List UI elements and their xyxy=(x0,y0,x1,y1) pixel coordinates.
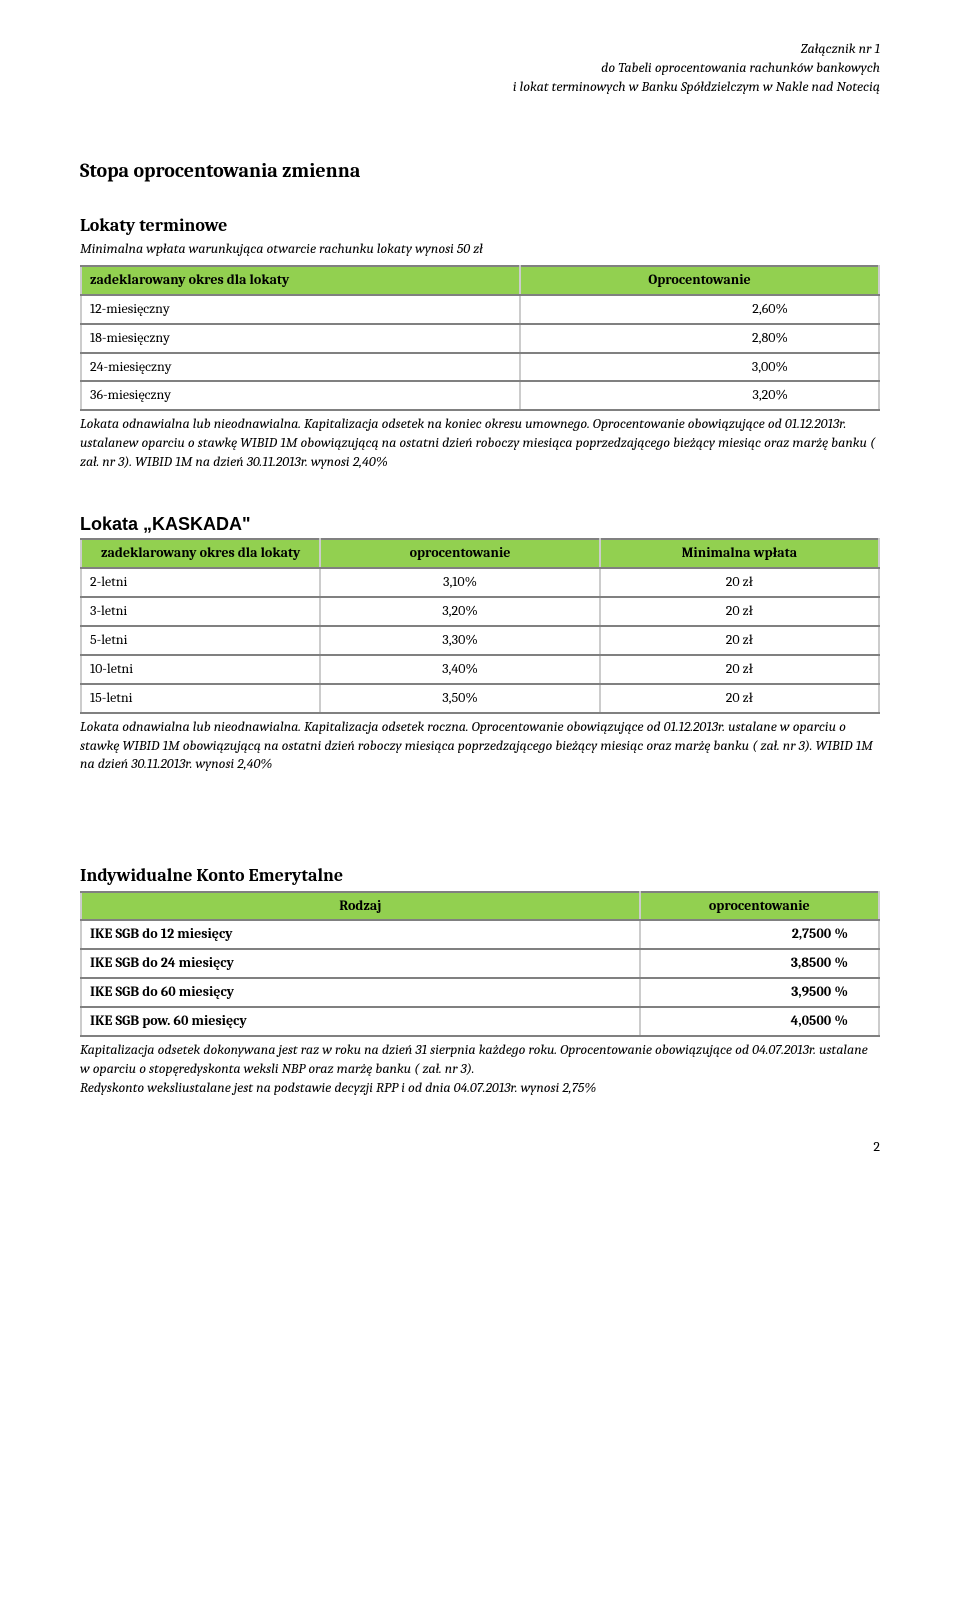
cell-wplata: 20 zł xyxy=(600,597,879,626)
section1-title: Stopa oprocentowania zmienna xyxy=(80,157,880,184)
header-line-2: do Tabeli oprocentowania rachunków banko… xyxy=(80,59,880,78)
kaskada-table: zadeklarowany okres dla lokaty oprocento… xyxy=(80,538,880,713)
cell-oproc: 2,60% xyxy=(520,295,879,324)
cell-oproc: 3,30% xyxy=(320,626,599,655)
cell-wplata: 20 zł xyxy=(600,626,879,655)
section3-title: Indywidualne Konto Emerytalne xyxy=(80,864,880,888)
cell-okres: 10-letni xyxy=(81,655,320,684)
section1-note: Lokata odnawialna lub nieodnawialna. Kap… xyxy=(80,415,880,472)
table-row: 36-miesięczny 3,20% xyxy=(81,381,879,410)
table-row: IKE SGB do 12 miesięcy 2,7500 % xyxy=(81,920,879,949)
table-header-row: zadeklarowany okres dla lokaty oprocento… xyxy=(81,539,879,568)
table-row: 2-letni 3,10% 20 zł xyxy=(81,568,879,597)
col-header-rodzaj: Rodzaj xyxy=(81,892,640,921)
cell-okres: 24-miesięczny xyxy=(81,353,520,382)
section2-note: Lokata odnawialna lub nieodnawialna. Kap… xyxy=(80,718,880,775)
table-row: IKE SGB do 60 miesięcy 3,9500 % xyxy=(81,978,879,1007)
col-header-okres: zadeklarowany okres dla lokaty xyxy=(81,539,320,568)
cell-oproc: 3,10% xyxy=(320,568,599,597)
table-row: 3-letni 3,20% 20 zł xyxy=(81,597,879,626)
cell-okres: 15-letni xyxy=(81,684,320,713)
table-row: 18-miesięczny 2,80% xyxy=(81,324,879,353)
col-header-oproc: oprocentowanie xyxy=(640,892,879,921)
cell-rodzaj: IKE SGB pow. 60 miesięcy xyxy=(81,1007,640,1036)
cell-okres: 12-miesięczny xyxy=(81,295,520,324)
cell-rodzaj: IKE SGB do 12 miesięcy xyxy=(81,920,640,949)
cell-oproc: 3,40% xyxy=(320,655,599,684)
cell-oproc: 3,20% xyxy=(320,597,599,626)
page-number: 2 xyxy=(80,1138,880,1157)
table-row: 12-miesięczny 2,60% xyxy=(81,295,879,324)
table-row: IKE SGB do 24 miesięcy 3,8500 % xyxy=(81,949,879,978)
cell-oproc: 3,20% xyxy=(520,381,879,410)
section1-caption: Minimalna wpłata warunkująca otwarcie ra… xyxy=(80,240,880,259)
table-row: 5-letni 3,30% 20 zł xyxy=(81,626,879,655)
section2-title: Lokata „KASKADA" xyxy=(80,512,880,536)
cell-oproc: 3,00% xyxy=(520,353,879,382)
table-row: 10-letni 3,40% 20 zł xyxy=(81,655,879,684)
col-header-oprocentowanie: Oprocentowanie xyxy=(520,266,879,295)
table-row: 15-letni 3,50% 20 zł xyxy=(81,684,879,713)
cell-okres: 2-letni xyxy=(81,568,320,597)
cell-okres: 36-miesięczny xyxy=(81,381,520,410)
cell-wplata: 20 zł xyxy=(600,568,879,597)
cell-oproc: 3,50% xyxy=(320,684,599,713)
cell-oproc: 3,8500 % xyxy=(640,949,879,978)
cell-oproc: 4,0500 % xyxy=(640,1007,879,1036)
cell-wplata: 20 zł xyxy=(600,684,879,713)
cell-oproc: 3,9500 % xyxy=(640,978,879,1007)
section3-note: Kapitalizacja odsetek dokonywana jest ra… xyxy=(80,1041,880,1098)
cell-oproc: 2,7500 % xyxy=(640,920,879,949)
col-header-okres: zadeklarowany okres dla lokaty xyxy=(81,266,520,295)
section1-subtitle: Lokaty terminowe xyxy=(80,214,880,238)
table-header-row: zadeklarowany okres dla lokaty Oprocento… xyxy=(81,266,879,295)
cell-rodzaj: IKE SGB do 24 miesięcy xyxy=(81,949,640,978)
cell-okres: 18-miesięczny xyxy=(81,324,520,353)
table-row: 24-miesięczny 3,00% xyxy=(81,353,879,382)
cell-wplata: 20 zł xyxy=(600,655,879,684)
cell-rodzaj: IKE SGB do 60 miesięcy xyxy=(81,978,640,1007)
col-header-wplata: Minimalna wpłata xyxy=(600,539,879,568)
ike-table: Rodzaj oprocentowanie IKE SGB do 12 mies… xyxy=(80,891,880,1037)
table-row: IKE SGB pow. 60 miesięcy 4,0500 % xyxy=(81,1007,879,1036)
cell-okres: 5-letni xyxy=(81,626,320,655)
document-header: Załącznik nr 1 do Tabeli oprocentowania … xyxy=(80,40,880,97)
header-line-3: i lokat terminowych w Banku Spółdzielczy… xyxy=(80,78,880,97)
table-header-row: Rodzaj oprocentowanie xyxy=(81,892,879,921)
cell-okres: 3-letni xyxy=(81,597,320,626)
cell-oproc: 2,80% xyxy=(520,324,879,353)
col-header-oproc: oprocentowanie xyxy=(320,539,599,568)
lokaty-terminowe-table: zadeklarowany okres dla lokaty Oprocento… xyxy=(80,265,880,411)
header-line-1: Załącznik nr 1 xyxy=(80,40,880,59)
